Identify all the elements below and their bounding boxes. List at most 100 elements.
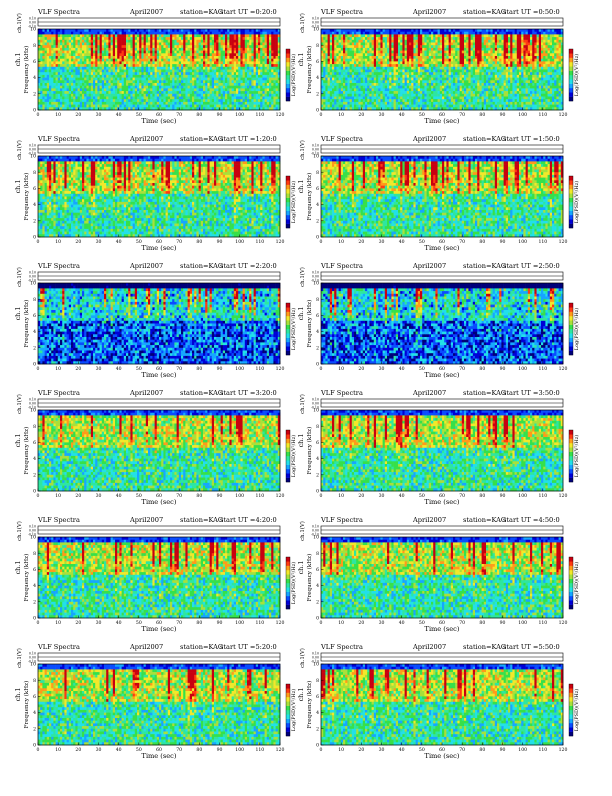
spectrogram-cell — [117, 45, 120, 48]
spectrogram-cell — [86, 64, 89, 67]
spectrogram-cell — [69, 70, 72, 73]
spectrogram-cell — [227, 29, 230, 32]
spectrogram-cell — [62, 67, 64, 70]
spectrogram-cell — [47, 45, 50, 48]
spectrogram-cell — [229, 43, 232, 46]
spectrogram-cell — [73, 32, 76, 35]
spectrogram-cell — [238, 75, 241, 78]
spectrogram-cell — [177, 29, 180, 32]
spectrogram-cell — [203, 67, 206, 70]
spectrogram-cell — [113, 72, 116, 75]
spectrogram-cell — [271, 70, 274, 73]
spectrogram-cell — [144, 72, 147, 75]
spectrogram-cell — [269, 51, 272, 54]
spectrogram-cell — [130, 32, 133, 35]
spectrogram-cell — [106, 67, 109, 70]
spectrogram-cell — [234, 51, 237, 54]
spectrogram-cell — [78, 75, 81, 78]
spectrogram-cell — [254, 32, 257, 35]
spectrogram-cell — [183, 72, 186, 75]
spectrogram-cell — [243, 48, 246, 51]
spectrogram-cell — [108, 43, 111, 46]
spectrogram-cell — [78, 37, 81, 40]
spectrogram-cell — [159, 56, 162, 59]
spectrogram-cell — [234, 29, 237, 32]
spectrogram-cell — [58, 75, 61, 78]
spectrogram-cell — [60, 78, 63, 81]
spectrogram-cell — [128, 78, 131, 81]
spectrogram-cell — [183, 29, 186, 32]
spectrogram-cell — [199, 34, 202, 37]
spectrogram-cell — [139, 29, 142, 32]
spectrogram-cell — [214, 34, 217, 37]
spectrogram-cell — [232, 80, 235, 83]
spectrogram-cell — [190, 40, 193, 43]
spectrogram-cell — [218, 34, 221, 37]
spectrogram-cell — [161, 64, 164, 67]
spectrogram-cell — [181, 40, 184, 43]
spectrogram-cell — [192, 53, 195, 56]
spectrogram-cell — [45, 78, 48, 81]
spectrogram-cell — [258, 59, 261, 62]
spectrogram-cell — [236, 56, 239, 59]
spectrogram-cell — [194, 56, 197, 59]
spectrogram-cell — [216, 34, 219, 37]
spectrogram-cell — [150, 67, 153, 70]
spectrogram-cell — [269, 32, 272, 35]
spectrogram-cell — [199, 59, 202, 62]
spectrogram-cell — [267, 29, 270, 32]
spectrogram-cell — [185, 61, 188, 64]
spectrogram-cell — [47, 53, 50, 56]
spectrogram-cell — [157, 64, 160, 67]
spectrogram-cell — [271, 29, 274, 32]
spectrogram-cell — [117, 75, 120, 78]
spectrogram-cell — [185, 78, 188, 81]
spectrogram-cell — [89, 45, 92, 48]
spectrogram-cell — [49, 56, 52, 59]
spectrogram-cell — [273, 75, 276, 78]
spectrogram-cell — [159, 75, 162, 78]
spectrogram-cell — [97, 83, 100, 86]
spectrogram-cell — [273, 56, 276, 59]
spectrogram-cell — [75, 56, 78, 59]
spectrogram-cell — [64, 64, 67, 67]
spectrogram-cell — [181, 34, 184, 37]
spectrogram-cell — [97, 37, 100, 40]
spectrogram-cell — [84, 37, 87, 40]
spectrogram-cell — [108, 83, 111, 86]
spectrogram-cell — [258, 43, 261, 46]
spectrogram-cell — [62, 70, 64, 73]
spectrogram-cell — [80, 51, 83, 54]
spectrogram-cell — [130, 34, 133, 37]
spectrogram-cell — [196, 53, 199, 56]
spectrogram-cell — [133, 80, 136, 83]
spectrogram-cell — [196, 29, 199, 32]
spectrogram-cell — [262, 78, 265, 81]
spectrogram-cell — [106, 32, 109, 35]
spectrogram-cell — [62, 61, 64, 64]
spectrogram-cell — [148, 56, 151, 59]
spectrogram-cell — [126, 56, 129, 59]
spectrogram-cell — [144, 59, 147, 62]
spectrogram-cell — [214, 61, 217, 64]
spectrogram-cell — [93, 80, 96, 83]
spectrogram-cell — [172, 83, 175, 86]
spectrogram-cell — [177, 80, 180, 83]
spectrogram-cell — [91, 51, 94, 54]
spectrogram-cell — [108, 78, 111, 81]
spectrogram-cell — [190, 80, 193, 83]
spectrogram-cell — [214, 75, 217, 78]
spectrogram-cell — [139, 40, 142, 43]
spectrogram-cell — [64, 34, 67, 37]
spectrogram-cell — [47, 72, 50, 75]
spectrogram-cell — [126, 43, 129, 46]
spectrogram-cell — [234, 70, 237, 73]
spectrogram-cell — [40, 51, 43, 54]
spectrogram-cell — [262, 64, 265, 67]
spectrogram-cell — [56, 56, 59, 59]
spectrogram-cell — [108, 75, 111, 78]
spectrogram-cell — [82, 67, 85, 70]
spectrogram-cell — [150, 64, 153, 67]
spectrogram-cell — [249, 80, 252, 83]
spectrogram-cell — [86, 59, 89, 62]
